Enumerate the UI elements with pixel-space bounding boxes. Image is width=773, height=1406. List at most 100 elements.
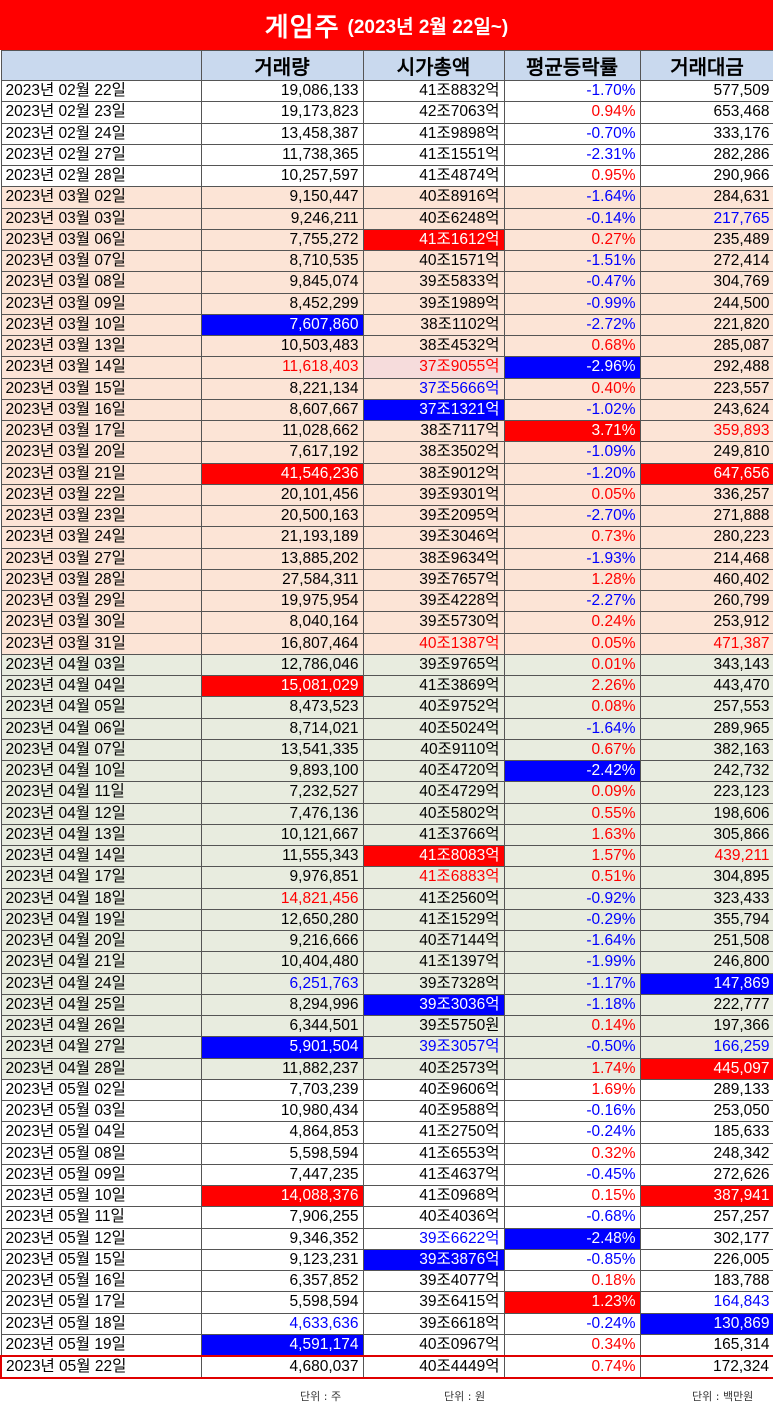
table-row: 2023년 05월 15일 9,123,231 39조3876억 -0.85% 226,…: [0, 1248, 773, 1272]
cell-date: 2023년 03월 16일: [0, 398, 202, 422]
table-row: 2023년 04월 26일 6,344,501 39조5750원 0.14% 197,3…: [0, 1014, 773, 1038]
cell-volume: 20,101,456: [200, 483, 364, 507]
cell-trade-value: 253,912: [639, 611, 773, 634]
cell-market-cap: 41조9898억: [362, 122, 505, 145]
cell-change-rate: 0.08%: [503, 696, 641, 719]
table-row: 2023년 04월 14일 11,555,343 41조8083억 1.57% 439,…: [0, 844, 773, 868]
table-row: 2023년 04월 25일 8,294,996 39조3036억 -1.18% 222,…: [0, 993, 773, 1017]
cell-market-cap: 40조0967억: [362, 1333, 505, 1357]
cell-market-cap: 40조8916억: [362, 186, 505, 209]
table-row: 2023년 04월 06일 8,714,021 40조5024억 -1.64% 289,…: [0, 717, 773, 740]
cell-date: 2023년 04월 17일: [0, 866, 202, 889]
cell-volume: 10,980,434: [200, 1099, 364, 1123]
cell-volume: 8,452,299: [200, 292, 364, 315]
cell-date: 2023년 03월 24일: [0, 526, 202, 549]
cell-market-cap: 40조7144억: [362, 929, 505, 953]
cell-trade-value: 242,732: [639, 759, 773, 783]
cell-market-cap: 40조5024억: [362, 717, 505, 740]
cell-change-rate: 0.67%: [503, 738, 641, 762]
cell-date: 2023년 02월 23일: [0, 101, 202, 124]
cell-market-cap: 39조5750원: [362, 1014, 505, 1038]
cell-volume: 9,216,666: [200, 929, 364, 953]
cell-change-rate: 1.57%: [503, 844, 641, 868]
cell-change-rate: 0.32%: [503, 1142, 641, 1165]
cell-change-rate: -0.70%: [503, 122, 641, 145]
cell-trade-value: 304,769: [639, 271, 773, 294]
table-row: 2023년 05월 02일 7,703,239 40조9606억 1.69% 289,1…: [0, 1078, 773, 1102]
cell-market-cap: 41조6883억: [362, 866, 505, 889]
cell-volume: 4,591,174: [200, 1333, 364, 1357]
cell-volume: 8,714,021: [200, 717, 364, 740]
cell-trade-value: 302,177: [639, 1227, 773, 1250]
cell-trade-value: 284,631: [639, 186, 773, 209]
table-row: 2023년 03월 29일 19,975,954 39조4228억 -2.27% 260…: [0, 589, 773, 613]
header-row: 거래량 시가총액 평균등락률 거래대금: [0, 50, 773, 81]
cell-trade-value: 305,866: [639, 823, 773, 847]
cell-trade-value: 183,788: [639, 1269, 773, 1293]
cell-market-cap: 40조5802억: [362, 802, 505, 825]
table-row: 2023년 03월 21일 41,546,236 38조9012억 -1.20% 647…: [0, 462, 773, 485]
cell-change-rate: 0.74%: [503, 1354, 641, 1379]
cell-volume: 11,555,343: [200, 844, 364, 868]
table-row: 2023년 05월 16일 6,357,852 39조4077억 0.18% 183,7…: [0, 1269, 773, 1293]
cell-volume: 13,541,335: [200, 738, 364, 762]
cell-trade-value: 223,557: [639, 377, 773, 400]
cell-change-rate: -0.45%: [503, 1163, 641, 1187]
cell-date: 2023년 04월 25일: [0, 993, 202, 1017]
cell-change-rate: 0.09%: [503, 781, 641, 804]
table-row: 2023년 04월 13일 10,121,667 41조3766억 1.63% 305,…: [0, 823, 773, 847]
cell-trade-value: 443,470: [639, 674, 773, 698]
cell-trade-value: 257,257: [639, 1206, 773, 1229]
cell-trade-value: 460,402: [639, 568, 773, 592]
cell-trade-value: 282,286: [639, 143, 773, 167]
cell-market-cap: 39조9765억: [362, 653, 505, 677]
cell-market-cap: 37조5666억: [362, 377, 505, 400]
cell-trade-value: 222,777: [639, 993, 773, 1017]
cell-change-rate: 1.63%: [503, 823, 641, 847]
cell-date: 2023년 04월 18일: [0, 887, 202, 910]
cell-volume: 11,618,403: [200, 356, 364, 379]
cell-change-rate: -0.92%: [503, 887, 641, 910]
table-row: 2023년 03월 20일 7,617,192 38조3502억 -1.09% 249,…: [0, 441, 773, 464]
table-row: 2023년 03월 08일 9,845,074 39조5833억 -0.47% 304,…: [0, 271, 773, 294]
table-row: 2023년 05월 08일 5,598,594 41조6553억 0.32% 248,3…: [0, 1142, 773, 1165]
cell-change-rate: -2.27%: [503, 589, 641, 613]
cell-trade-value: 235,489: [639, 228, 773, 252]
cell-change-rate: -1.64%: [503, 717, 641, 740]
cell-volume: 10,503,483: [200, 334, 364, 358]
cell-market-cap: 39조6618억: [362, 1312, 505, 1335]
table-row: 2023년 03월 27일 13,885,202 38조9634억 -1.93% 214…: [0, 547, 773, 570]
cell-market-cap: 39조3046억: [362, 526, 505, 549]
cell-change-rate: 1.28%: [503, 568, 641, 592]
cell-change-rate: 0.24%: [503, 611, 641, 634]
cell-market-cap: 39조1989억: [362, 292, 505, 315]
table-row: 2023년 04월 19일 12,650,280 41조1529억 -0.29% 355…: [0, 908, 773, 932]
cell-market-cap: 41조6553억: [362, 1142, 505, 1165]
table-row: 2023년 04월 20일 9,216,666 40조7144억 -1.64% 251,…: [0, 929, 773, 953]
cell-change-rate: -2.96%: [503, 356, 641, 379]
cell-change-rate: 1.74%: [503, 1057, 641, 1080]
cell-volume: 7,476,136: [200, 802, 364, 825]
cell-market-cap: 38조1102억: [362, 313, 505, 337]
cell-trade-value: 251,508: [639, 929, 773, 953]
table-row: 2023년 03월 17일 11,028,662 38조7117억 3.71% 359,…: [0, 419, 773, 443]
cell-date: 2023년 03월 09일: [0, 292, 202, 315]
cell-trade-value: 445,097: [639, 1057, 773, 1080]
table-row: 2023년 05월 17일 5,598,594 39조6415억 1.23% 164,8…: [0, 1291, 773, 1314]
cell-volume: 13,458,387: [200, 122, 364, 145]
cell-date: 2023년 05월 12일: [0, 1227, 202, 1250]
stock-table: 거래량 시가총액 평균등락률 거래대금 2023년 02월 22일 19,086,…: [0, 50, 773, 1379]
cell-change-rate: -1.51%: [503, 249, 641, 273]
cell-date: 2023년 04월 07일: [0, 738, 202, 762]
cell-volume: 10,257,597: [200, 164, 364, 188]
cell-trade-value: 271,888: [639, 504, 773, 528]
table-row: 2023년 05월 03일 10,980,434 40조9588억 -0.16% 253…: [0, 1099, 773, 1123]
cell-market-cap: 40조9606억: [362, 1078, 505, 1102]
cell-trade-value: 197,366: [639, 1014, 773, 1038]
cell-change-rate: -1.02%: [503, 398, 641, 422]
cell-date: 2023년 05월 16일: [0, 1269, 202, 1293]
cell-date: 2023년 03월 03일: [0, 207, 202, 230]
cell-volume: 9,246,211: [200, 207, 364, 230]
cell-trade-value: 304,895: [639, 866, 773, 889]
cell-date: 2023년 05월 04일: [0, 1121, 202, 1144]
